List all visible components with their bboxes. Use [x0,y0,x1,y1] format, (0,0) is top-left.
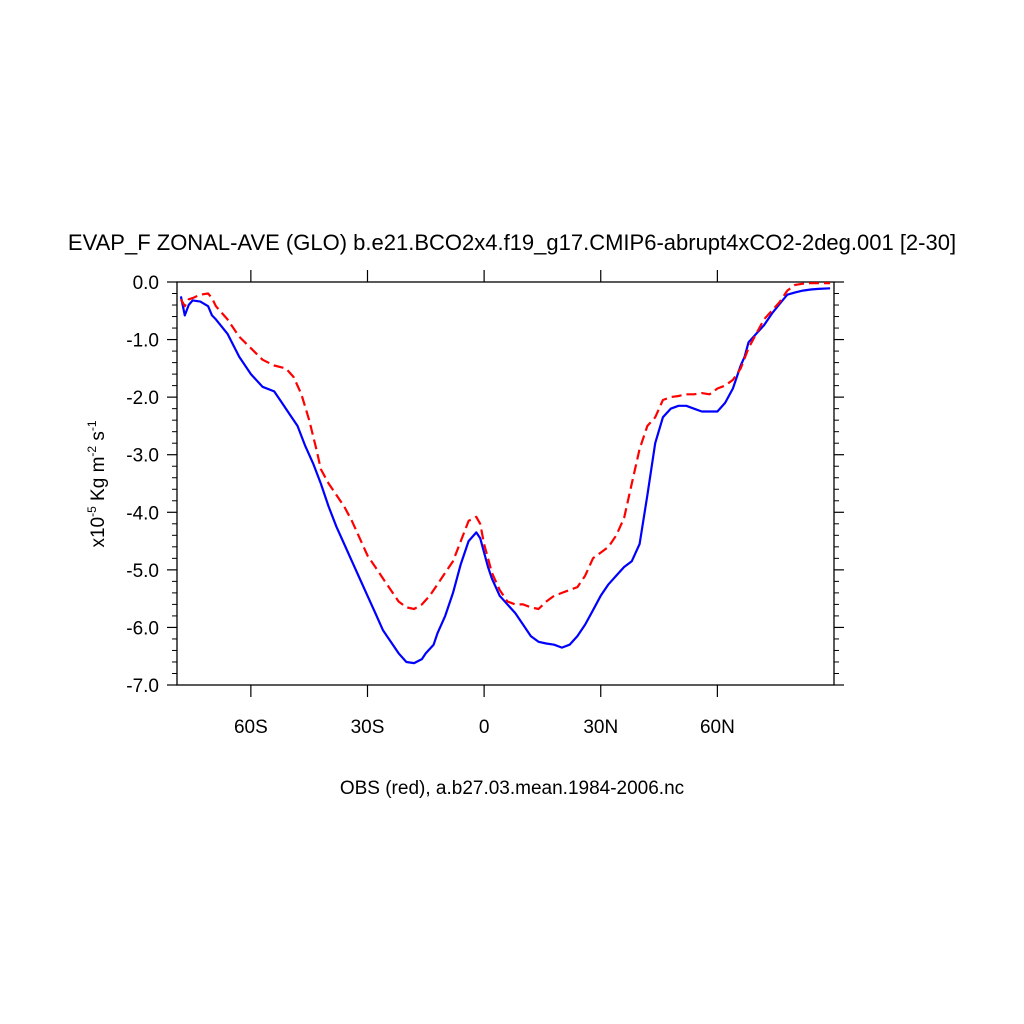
y-axis-label: x10-5 Kg m-2 s-1 [85,420,109,547]
x-tick-label: 30N [583,717,618,738]
series-lines [179,282,831,665]
x-tick-label: 60N [700,717,735,738]
axis-ticks [167,270,844,697]
x-tick-label: 30S [351,717,385,738]
chart-title: EVAP_F ZONAL-AVE (GLO) b.e21.BCO2x4.f19_… [68,230,956,255]
y-tick-label: -1.0 [126,331,159,352]
y-tick-label: -2.0 [126,388,159,409]
x-tick-label: 60S [234,717,268,738]
y-tick-label: -4.0 [126,503,159,524]
y-tick-labels: 0.0 -1.0 -2.0 -3.0 -4.0 -5.0 -6.0 -7.0 [126,273,159,697]
x-axis-label: OBS (red), a.b27.03.mean.1984-2006.nc [340,778,684,799]
series-line-model [179,287,831,665]
x-tick-label: 0 [479,717,490,738]
series-line-obs [179,282,831,611]
x-tick-labels: 60S 30S 0 30N 60N [234,717,735,738]
plot-frame [176,281,835,686]
y-tick-label: -3.0 [126,446,159,467]
y-tick-label: 0.0 [133,273,159,294]
y-tick-label: -6.0 [126,618,159,639]
y-tick-label: -7.0 [126,676,159,697]
y-tick-label: -5.0 [126,561,159,582]
